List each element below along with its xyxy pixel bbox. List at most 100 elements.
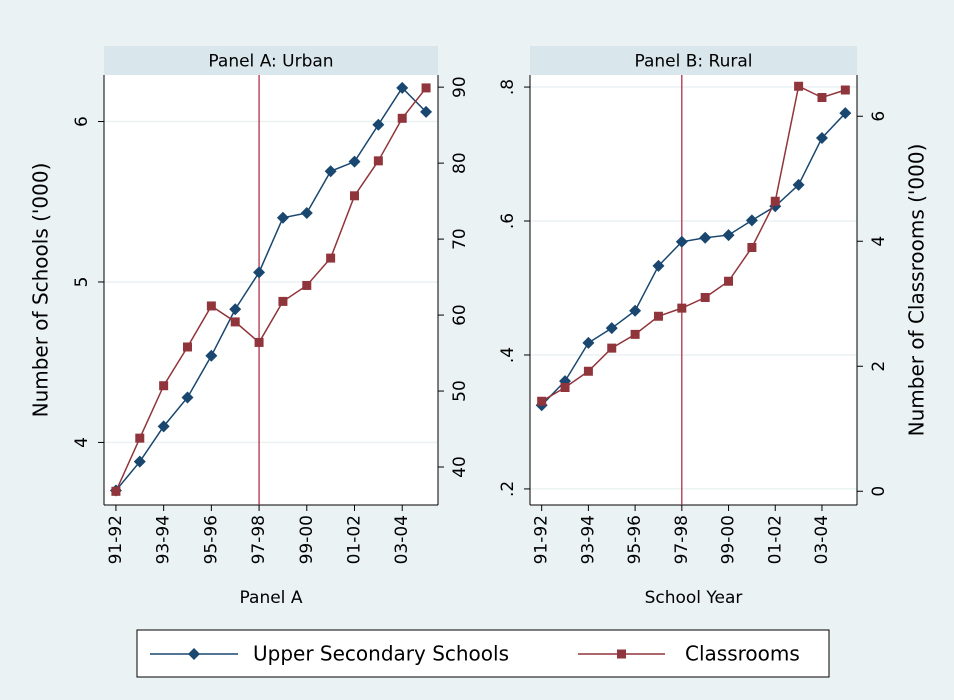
x-tick-label: 01-02: [765, 515, 785, 564]
point: [205, 349, 218, 362]
series-line: [115, 87, 427, 492]
y-tick-label: 6: [72, 116, 92, 127]
point: [792, 178, 805, 191]
y2-tick-label: 50: [450, 380, 470, 402]
y-tick-label: .2: [498, 481, 518, 497]
point: [206, 301, 216, 311]
point: [794, 81, 804, 91]
point: [254, 337, 264, 347]
point: [722, 229, 735, 242]
y-axis-title: Number of Schools ('000): [29, 163, 53, 418]
point: [229, 303, 242, 316]
y2-tick-label: 0: [869, 486, 889, 497]
legend-marker: [188, 648, 200, 660]
x-tick-label: 95-96: [625, 515, 645, 564]
point: [253, 266, 266, 279]
point: [350, 191, 359, 201]
x-tick-label: 93-94: [154, 515, 174, 564]
y2-tick-label: 70: [450, 228, 470, 250]
point: [300, 206, 313, 219]
x-tick-label: 99-00: [719, 515, 739, 564]
point: [560, 383, 570, 392]
y2-tick-label: 6: [869, 111, 889, 122]
point: [700, 293, 710, 302]
y2-tick-label: 40: [450, 456, 470, 478]
point: [817, 93, 827, 102]
point: [181, 391, 194, 404]
point: [420, 105, 433, 118]
point: [302, 280, 312, 290]
point: [675, 235, 688, 248]
y2-tick-label: 80: [450, 152, 470, 174]
point: [770, 196, 780, 206]
legend: Upper Secondary Schools Classrooms: [136, 629, 830, 678]
x-tick-label: 97-98: [672, 515, 692, 564]
point: [605, 322, 618, 335]
point: [135, 433, 145, 443]
point: [629, 304, 642, 317]
point: [324, 165, 337, 178]
point: [278, 296, 288, 306]
point: [276, 211, 289, 224]
point: [111, 486, 121, 496]
point: [677, 303, 687, 313]
x-tick-label: 03-04: [812, 515, 832, 564]
y-tick-label: .4: [498, 347, 518, 363]
panel-header: [530, 46, 857, 75]
x-tick-label: 91-92: [106, 515, 126, 564]
y2-axis-title: Number of Classrooms ('000): [905, 144, 929, 437]
y-tick-label: .8: [498, 79, 518, 95]
point: [747, 243, 757, 252]
y2-tick-label: 4: [869, 236, 889, 247]
point: [582, 336, 595, 349]
point: [699, 231, 712, 244]
series-line: [541, 112, 846, 406]
y-tick-label: .6: [498, 213, 518, 229]
point: [815, 131, 828, 144]
x-tick-label: 01-02: [345, 515, 365, 564]
x-axis-title: School Year: [645, 588, 743, 608]
point: [373, 156, 383, 166]
panel-title: Panel A: Urban: [208, 52, 333, 72]
point: [839, 107, 852, 120]
legend-marker: [617, 649, 626, 659]
panel-title: Panel B: Rural: [634, 52, 752, 72]
point: [230, 317, 240, 327]
y-tick-label: 5: [72, 277, 92, 288]
point: [397, 113, 407, 123]
x-tick-label: 97-98: [249, 515, 269, 564]
point: [133, 455, 146, 468]
point: [183, 342, 192, 352]
point: [159, 381, 169, 391]
legend-box: [136, 629, 830, 678]
x-tick-label: 91-92: [532, 515, 552, 564]
point: [583, 366, 593, 376]
point: [745, 214, 758, 227]
plot-area: [530, 75, 857, 505]
point: [372, 118, 385, 131]
x-tick-label: 99-00: [297, 515, 317, 564]
y2-tick-label: 90: [450, 76, 470, 98]
point: [326, 253, 336, 263]
point: [840, 85, 850, 95]
point: [421, 83, 431, 93]
legend-label: Classrooms: [685, 642, 800, 666]
x-tick-label: 95-96: [201, 515, 221, 564]
point: [157, 420, 170, 433]
x-tick-label: 03-04: [392, 515, 412, 564]
point: [537, 396, 547, 406]
y2-tick-label: 2: [869, 361, 889, 372]
point: [607, 343, 617, 353]
point: [348, 155, 361, 168]
point: [652, 259, 665, 272]
panel-header: [104, 46, 438, 75]
y2-tick-label: 60: [450, 304, 470, 326]
x-axis-title: Panel A: [240, 588, 303, 608]
point: [630, 329, 640, 339]
x-tick-label: 93-94: [578, 515, 598, 564]
series-line: [115, 86, 427, 492]
point: [724, 276, 734, 286]
point: [396, 81, 409, 94]
legend-label: Upper Secondary Schools: [253, 642, 509, 666]
